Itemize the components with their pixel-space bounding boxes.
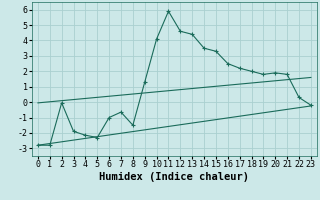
X-axis label: Humidex (Indice chaleur): Humidex (Indice chaleur) [100,172,249,182]
